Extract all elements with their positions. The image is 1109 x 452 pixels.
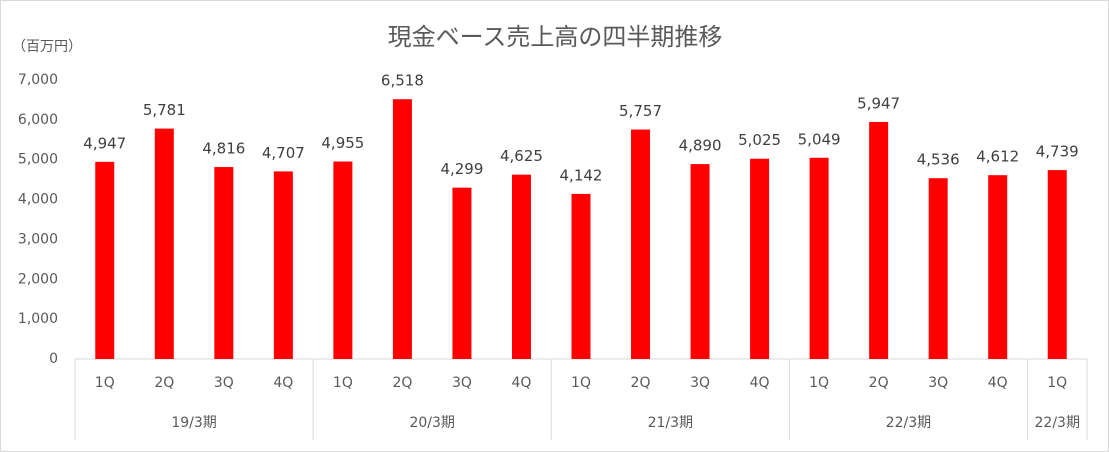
group-label: 22/3期 bbox=[886, 415, 931, 431]
group-label: 22/3期 bbox=[1035, 415, 1080, 431]
y-tick-label: 7,000 bbox=[18, 72, 58, 88]
value-label: 4,947 bbox=[83, 134, 126, 152]
value-label: 5,025 bbox=[738, 131, 781, 149]
x-tick-label: 1Q bbox=[1047, 375, 1067, 391]
group-label: 21/3期 bbox=[648, 415, 693, 431]
bar bbox=[571, 193, 591, 359]
value-label: 4,707 bbox=[262, 144, 305, 162]
x-tick-label: 1Q bbox=[809, 375, 829, 391]
value-label: 4,299 bbox=[440, 160, 483, 178]
bar bbox=[452, 187, 472, 359]
y-tick-label: 6,000 bbox=[18, 112, 58, 128]
group-label: 20/3期 bbox=[409, 415, 454, 431]
value-label: 4,890 bbox=[679, 137, 722, 155]
value-label: 5,757 bbox=[619, 102, 662, 120]
bar bbox=[333, 161, 353, 359]
bar bbox=[690, 164, 710, 359]
value-label: 4,625 bbox=[500, 147, 543, 165]
x-tick-label: 3Q bbox=[214, 375, 234, 391]
bar bbox=[928, 178, 948, 359]
y-tick-label: 4,000 bbox=[18, 192, 58, 208]
value-label: 4,739 bbox=[1036, 143, 1079, 161]
x-tick-label: 4Q bbox=[750, 375, 770, 391]
y-tick-label: 2,000 bbox=[18, 271, 58, 287]
bar bbox=[392, 99, 412, 359]
bar bbox=[511, 174, 531, 359]
y-axis-label: （百万円） bbox=[12, 39, 82, 55]
value-label: 4,612 bbox=[976, 148, 1019, 166]
x-tick-label: 2Q bbox=[154, 375, 174, 391]
value-label: 5,947 bbox=[857, 94, 900, 112]
x-tick-label: 1Q bbox=[571, 375, 591, 391]
bar bbox=[95, 161, 115, 359]
value-label: 6,518 bbox=[381, 72, 424, 90]
bar bbox=[809, 157, 829, 359]
x-tick-label: 3Q bbox=[928, 375, 948, 391]
x-tick-label: 2Q bbox=[631, 375, 651, 391]
bar bbox=[631, 129, 651, 359]
chart-title: 現金ベース売上高の四半期推移 bbox=[388, 23, 723, 51]
value-label: 5,049 bbox=[798, 130, 841, 148]
x-tick-label: 2Q bbox=[869, 375, 889, 391]
value-label: 4,955 bbox=[321, 134, 364, 152]
value-label: 4,142 bbox=[560, 166, 603, 184]
bar bbox=[273, 171, 293, 359]
x-tick-label: 1Q bbox=[95, 375, 115, 391]
x-tick-label: 2Q bbox=[392, 375, 412, 391]
value-label: 5,781 bbox=[143, 101, 186, 119]
value-label: 4,536 bbox=[917, 151, 960, 169]
bar bbox=[154, 128, 174, 359]
x-tick-label: 1Q bbox=[333, 375, 353, 391]
y-tick-label: 0 bbox=[49, 351, 58, 367]
x-tick-label: 4Q bbox=[512, 375, 532, 391]
x-tick-label: 3Q bbox=[452, 375, 472, 391]
value-label: 4,816 bbox=[202, 140, 245, 158]
bar bbox=[214, 167, 234, 359]
x-tick-label: 4Q bbox=[273, 375, 293, 391]
bar bbox=[1047, 170, 1067, 359]
bar bbox=[750, 158, 770, 359]
y-tick-label: 1,000 bbox=[18, 311, 58, 327]
group-label: 19/3期 bbox=[171, 415, 216, 431]
y-tick-label: 5,000 bbox=[18, 152, 58, 168]
x-tick-label: 4Q bbox=[988, 375, 1008, 391]
bar bbox=[988, 175, 1008, 359]
bar bbox=[869, 121, 889, 359]
x-tick-label: 3Q bbox=[690, 375, 710, 391]
y-tick-label: 3,000 bbox=[18, 231, 58, 247]
